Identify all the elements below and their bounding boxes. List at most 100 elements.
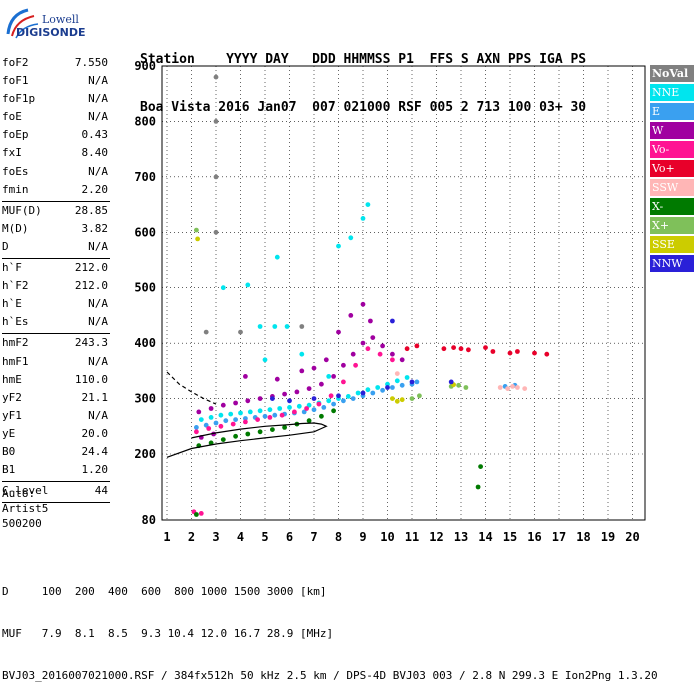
echo-point <box>497 385 503 390</box>
y-tick-label: 700 <box>134 170 156 184</box>
echo-point <box>505 386 510 391</box>
echo-point <box>463 385 469 390</box>
echo-point <box>331 401 336 407</box>
echo-point <box>510 384 515 389</box>
echo-point <box>441 346 447 352</box>
echo-point <box>532 350 537 356</box>
param-name: B0 <box>2 444 16 458</box>
param-separator <box>2 333 110 335</box>
plot-grid <box>162 66 645 520</box>
echo-point <box>448 379 454 385</box>
param-value: N/A <box>88 74 108 88</box>
param-value: 28.85 <box>74 203 108 217</box>
echo-point <box>198 511 204 516</box>
param-row: D N/A <box>2 240 110 258</box>
x-tick-label: 15 <box>503 530 517 544</box>
param-row: hmF1 N/A <box>2 355 110 373</box>
x-tick-label: 5 <box>261 530 268 544</box>
param-value: 2.20 <box>81 182 109 196</box>
echo-point <box>282 425 287 430</box>
echo-point <box>294 389 300 395</box>
echo-point <box>194 429 199 435</box>
echo-point <box>238 329 243 335</box>
echo-point <box>522 386 528 391</box>
param-row: B1 1.20 <box>2 463 110 481</box>
echo-point <box>274 376 280 382</box>
legend-item-ssw: SSW <box>650 179 694 196</box>
param-row: h`F 212.0 <box>2 261 110 279</box>
auto-line: Auto: <box>2 487 36 500</box>
param-value: N/A <box>88 408 108 422</box>
echo-point <box>243 416 248 421</box>
echo-point <box>331 408 336 414</box>
echo-point <box>311 396 317 401</box>
y-tick-label: 400 <box>134 336 156 350</box>
param-value: 24.4 <box>81 444 109 458</box>
header-labels: Station YYYY DAY DDD HHMMSS P1 FFS S AXN… <box>140 52 587 67</box>
plot-frame <box>161 65 646 521</box>
param-row: foF1p N/A <box>2 92 110 110</box>
param-row: fmin 2.20 <box>2 183 110 201</box>
x-tick-label: 1 <box>163 530 170 544</box>
param-row: M(D) 3.82 <box>2 222 110 240</box>
x-tick-label: 11 <box>405 530 419 544</box>
profile-solid-line <box>166 422 328 458</box>
param-name: yF1 <box>2 408 22 422</box>
echo-point <box>490 349 496 354</box>
y-tick-label: 900 <box>134 59 156 73</box>
station-header: Station YYYY DAY DDD HHMMSS P1 FFS S AXN… <box>140 20 586 132</box>
echo-points <box>191 74 550 517</box>
echo-point <box>306 402 312 408</box>
echo-point <box>414 379 420 385</box>
echo-point <box>390 318 395 324</box>
echo-point <box>507 350 513 356</box>
echo-point <box>218 412 224 418</box>
polarization-legend: NoVal NNE E W Vo- Vo+ SSW X- X+ SSE NNW <box>650 65 694 274</box>
echo-point <box>458 346 464 352</box>
echo-point <box>319 381 324 387</box>
param-value: 1.20 <box>81 463 109 477</box>
logo-line2: DIGISONDE <box>16 26 86 39</box>
param-value: N/A <box>88 164 108 178</box>
echo-point <box>245 431 251 437</box>
x-tick-label: 20 <box>625 530 639 544</box>
param-value: 243.3 <box>74 336 108 350</box>
param-name: fmin <box>2 182 29 196</box>
param-row: foE N/A <box>2 110 110 128</box>
param-row: h`Es N/A <box>2 315 110 333</box>
logo-swirl-icon <box>6 8 39 39</box>
echo-point <box>220 402 226 408</box>
echo-point <box>385 381 390 387</box>
legend-item-w: W <box>650 122 694 139</box>
x-tick-label: 13 <box>454 530 468 544</box>
echo-point <box>348 313 354 318</box>
echo-point <box>414 343 420 349</box>
echo-point <box>336 393 341 399</box>
echo-point <box>341 362 346 368</box>
echo-point <box>213 119 219 124</box>
echo-point <box>336 243 341 249</box>
param-row: fxI 8.40 <box>2 146 110 164</box>
echo-point <box>245 398 251 404</box>
echo-point <box>326 374 332 379</box>
echo-point <box>409 396 415 401</box>
echo-point <box>243 374 248 379</box>
echo-point <box>323 357 329 363</box>
param-name: foEp <box>2 128 29 142</box>
auto-line: Artist5 <box>2 502 49 515</box>
param-row: B0 24.4 <box>2 445 110 463</box>
echo-point <box>385 385 390 390</box>
param-value: 3.82 <box>81 221 109 235</box>
echo-point <box>198 417 204 422</box>
echo-point <box>319 413 324 419</box>
x-tick-label: 4 <box>237 530 244 544</box>
echo-point <box>466 347 471 353</box>
param-value: 0.43 <box>81 128 109 142</box>
echo-point <box>475 484 481 490</box>
param-separator <box>2 481 110 483</box>
echo-point <box>370 390 376 396</box>
echo-point <box>194 425 199 430</box>
echo-point <box>360 340 366 346</box>
echo-point <box>399 397 405 403</box>
echo-point <box>194 512 199 517</box>
